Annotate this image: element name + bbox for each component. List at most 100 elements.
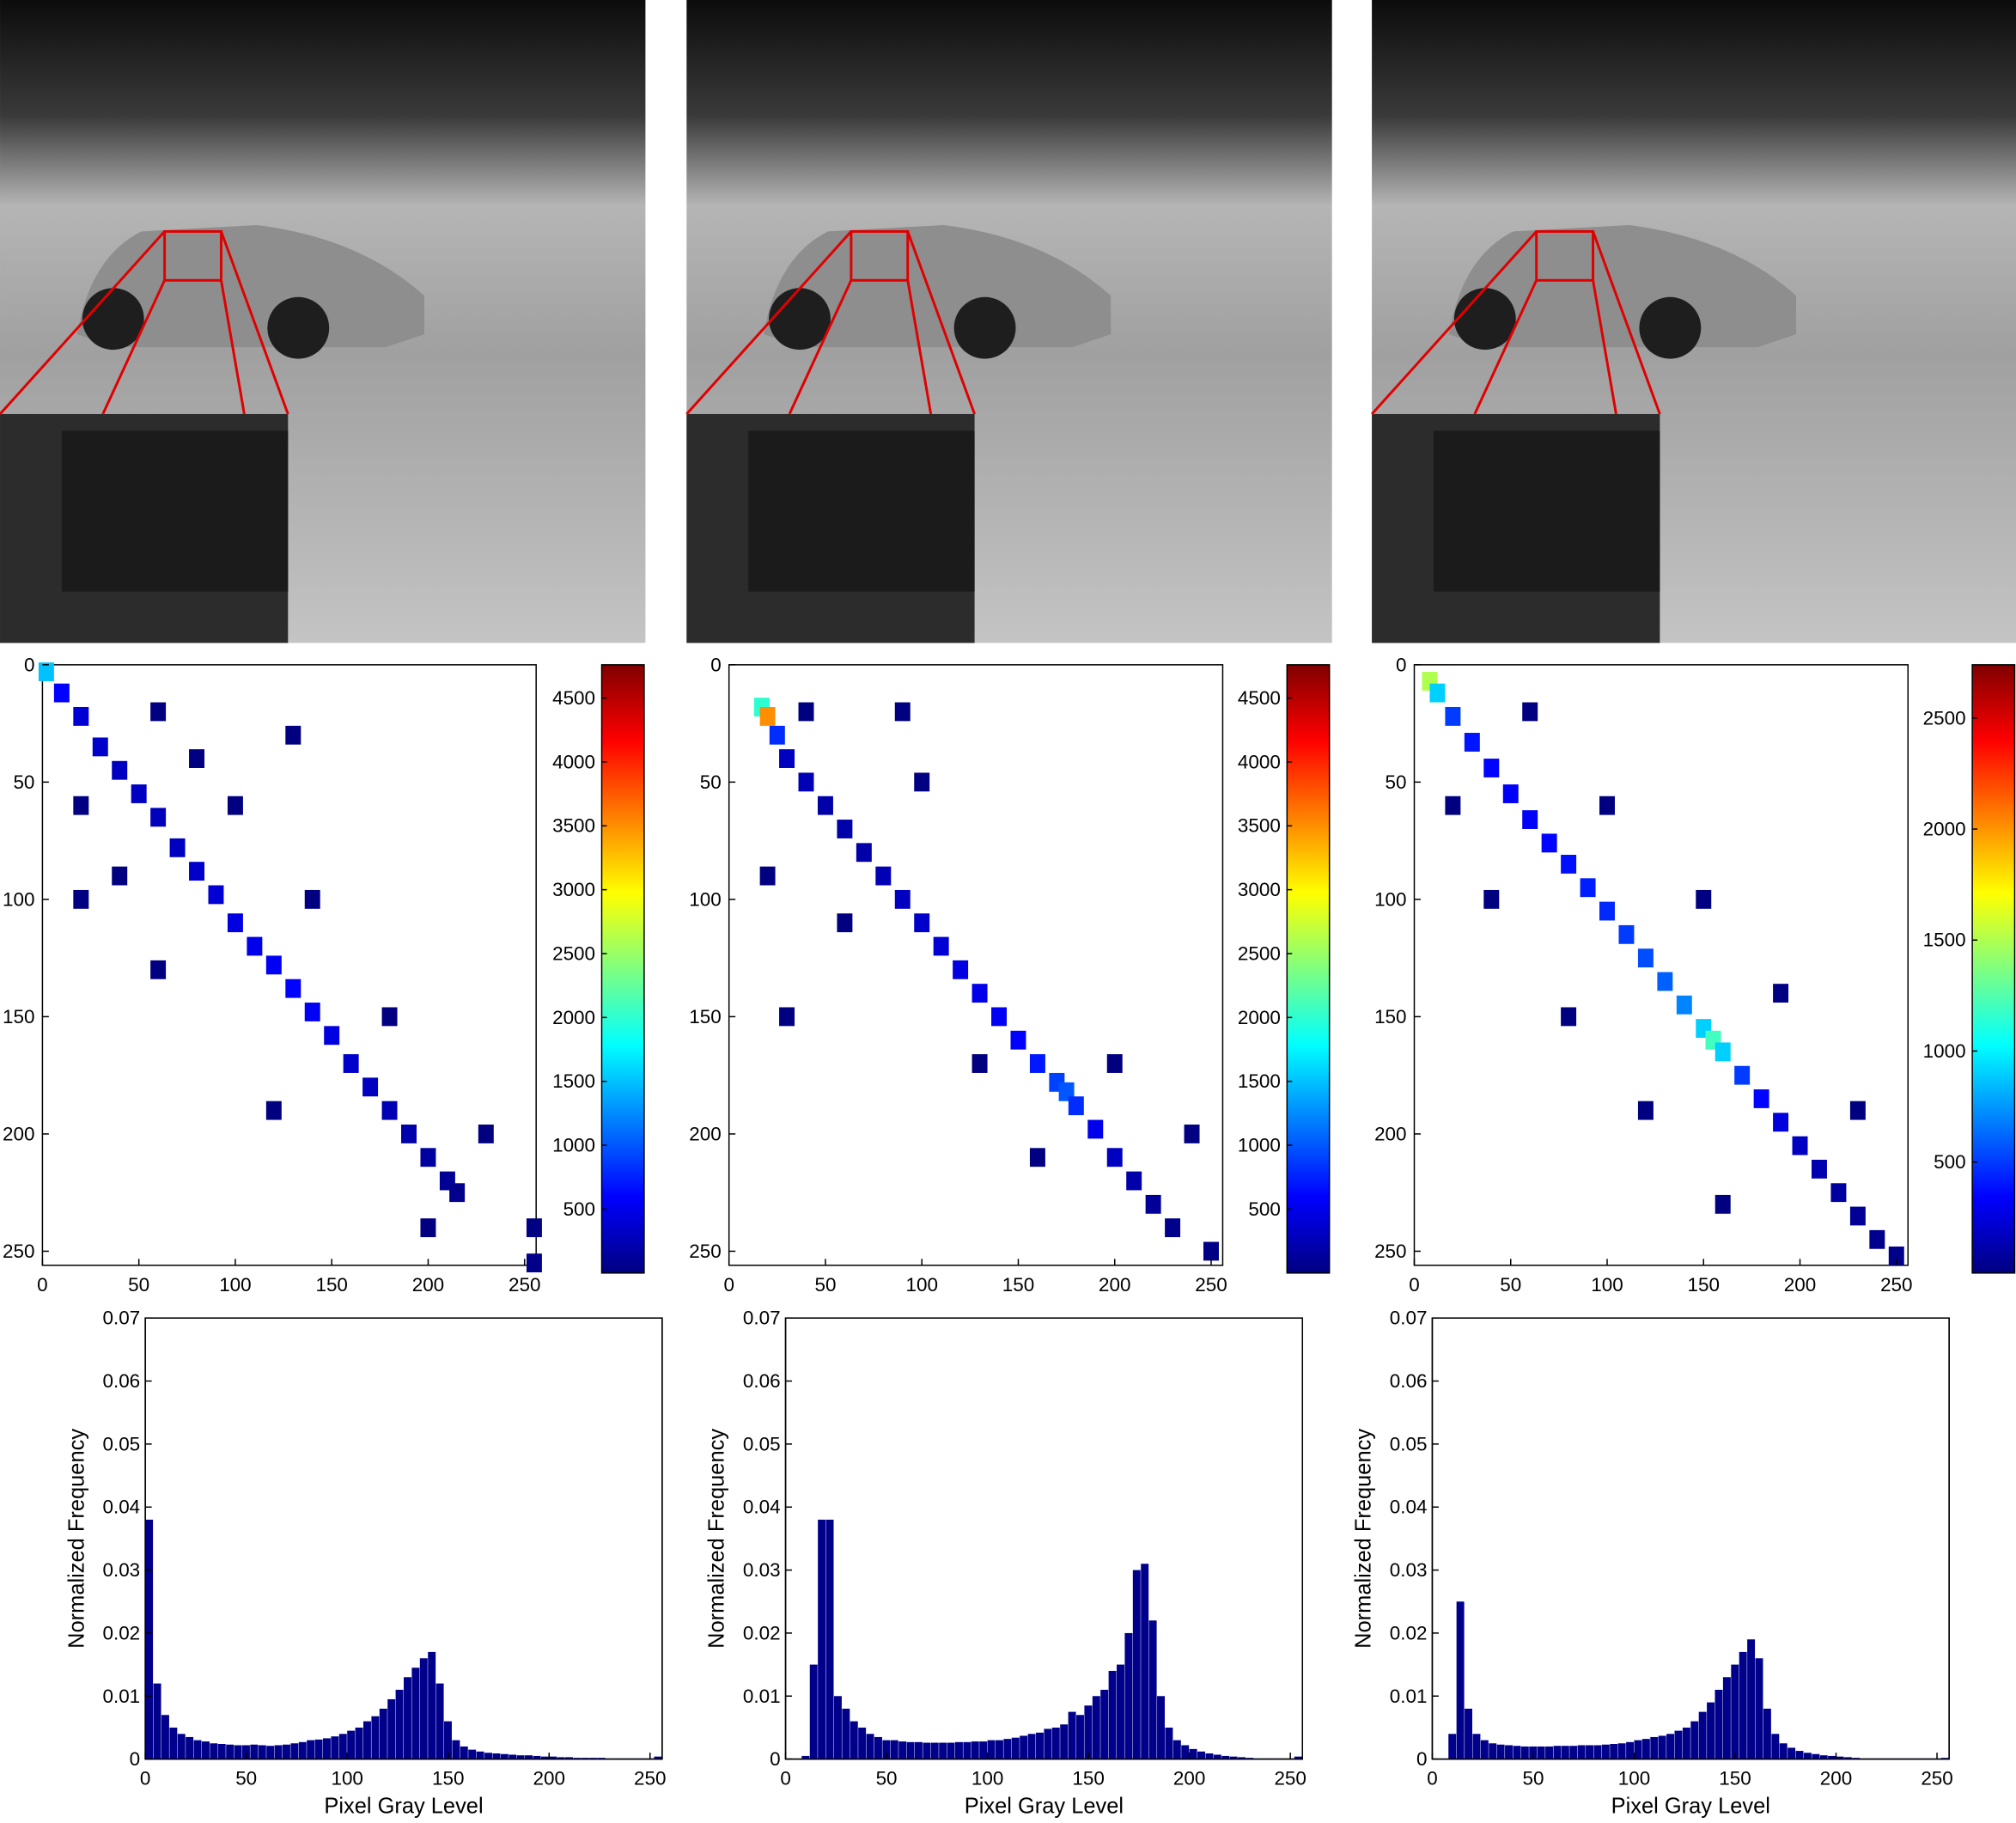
- bar: [1480, 1740, 1489, 1759]
- heat-cell: [779, 1007, 795, 1027]
- y-tick-label: 0.05: [1390, 1433, 1428, 1454]
- heat-cell: [875, 866, 892, 886]
- bar: [1011, 1737, 1020, 1759]
- x-tick-label: 50: [1500, 1274, 1521, 1296]
- bar: [850, 1721, 858, 1759]
- bar: [1092, 1696, 1100, 1759]
- heat-cell: [324, 1026, 340, 1046]
- bar: [1819, 1755, 1828, 1759]
- plot-frame: [784, 1317, 1304, 1760]
- colorbar-tick-label: 3000: [1238, 879, 1281, 900]
- heat-cell: [1184, 1125, 1200, 1143]
- bar: [1036, 1732, 1044, 1759]
- x-tick-label: 200: [412, 1274, 444, 1296]
- x-tick-label: 150: [1072, 1768, 1104, 1789]
- heat-cell: [971, 984, 988, 1003]
- bar: [882, 1740, 891, 1759]
- heat-cell: [1811, 1159, 1827, 1179]
- bar: [362, 1721, 371, 1759]
- heat-cell: [894, 702, 911, 722]
- heat-cell: [1734, 1065, 1751, 1085]
- bar: [258, 1745, 266, 1759]
- y-tick-label: 0.01: [102, 1686, 140, 1707]
- heat-cell: [1068, 1096, 1084, 1116]
- heat-cell: [1849, 1206, 1866, 1226]
- heat-cell: [304, 889, 320, 909]
- plot-frame: [1431, 1317, 1950, 1760]
- bar: [1238, 1757, 1246, 1759]
- bar: [947, 1742, 955, 1759]
- heat-cell: [1849, 1101, 1866, 1120]
- heat-cell: [227, 913, 243, 933]
- colorbar-tick-label: 4000: [1238, 751, 1281, 772]
- bar: [371, 1716, 380, 1759]
- bar: [1229, 1756, 1238, 1759]
- y-tick-label: 0.04: [102, 1497, 140, 1518]
- y-tick-label: 150: [689, 1006, 721, 1027]
- bar: [1553, 1746, 1562, 1759]
- bar: [274, 1745, 283, 1759]
- heat-cell: [343, 1054, 359, 1073]
- bar: [355, 1727, 363, 1759]
- heat-cell: [914, 913, 930, 933]
- y-tick-label: 0: [1396, 654, 1406, 675]
- bar: [419, 1658, 428, 1759]
- heat-cell: [1599, 796, 1615, 815]
- bar: [1489, 1743, 1497, 1759]
- x-tick-label: 100: [1591, 1274, 1623, 1296]
- bar: [201, 1741, 210, 1759]
- bar: [250, 1744, 259, 1759]
- bar: [1520, 1746, 1529, 1759]
- colorbar-tick-label: 1500: [552, 1070, 595, 1092]
- bar: [1641, 1739, 1650, 1759]
- heat-cell: [169, 838, 186, 857]
- bar: [1100, 1689, 1109, 1759]
- heat-cell: [265, 1101, 282, 1120]
- bar: [468, 1749, 477, 1759]
- y-tick-label: 0.01: [743, 1686, 781, 1707]
- heat-cell: [247, 936, 263, 956]
- heat-cell: [1106, 1148, 1123, 1168]
- y-tick-label: 0.03: [1390, 1559, 1428, 1581]
- heat-cell: [73, 796, 89, 815]
- heat-cell: [1145, 1194, 1161, 1214]
- heat-cell: [1445, 706, 1461, 726]
- bar: [509, 1754, 517, 1759]
- heat-cell: [112, 760, 128, 780]
- heat-cell: [1637, 948, 1654, 968]
- heat-cell: [817, 796, 833, 815]
- bar: [549, 1756, 557, 1759]
- heat-cell: [971, 1054, 988, 1073]
- y-tick-label: 0.07: [102, 1308, 140, 1329]
- bar: [1165, 1727, 1173, 1759]
- bar: [153, 1683, 161, 1759]
- y-tick-label: 250: [3, 1241, 34, 1262]
- bar: [1739, 1651, 1747, 1759]
- bar: [1755, 1658, 1763, 1759]
- x-tick-label: 50: [235, 1768, 257, 1789]
- y-tick-label: 0.02: [1390, 1622, 1428, 1643]
- heat-cell: [1106, 1054, 1123, 1073]
- heat-cell: [189, 862, 205, 881]
- heat-cell: [759, 866, 776, 886]
- heat-cell: [420, 1148, 436, 1168]
- x-tick-label: 200: [1784, 1274, 1816, 1296]
- colorbar-tick-label: 1000: [1238, 1135, 1281, 1156]
- bar: [898, 1741, 907, 1759]
- heat-cell: [1445, 796, 1461, 815]
- bar: [314, 1739, 323, 1759]
- bar: [307, 1740, 315, 1759]
- bar: [963, 1741, 971, 1759]
- photo: [1370, 0, 2016, 644]
- bar: [987, 1740, 996, 1759]
- bar: [186, 1736, 194, 1759]
- bar: [500, 1753, 509, 1759]
- heat-cell: [1715, 1194, 1731, 1214]
- y-tick-label: 0.02: [102, 1622, 140, 1643]
- heat-cell: [401, 1125, 417, 1143]
- colorbar-tick-label: 3500: [1238, 815, 1281, 837]
- bar: [298, 1741, 307, 1759]
- heat-cell: [1203, 1241, 1219, 1261]
- bar: [654, 1756, 662, 1759]
- y-tick-label: 100: [689, 888, 721, 910]
